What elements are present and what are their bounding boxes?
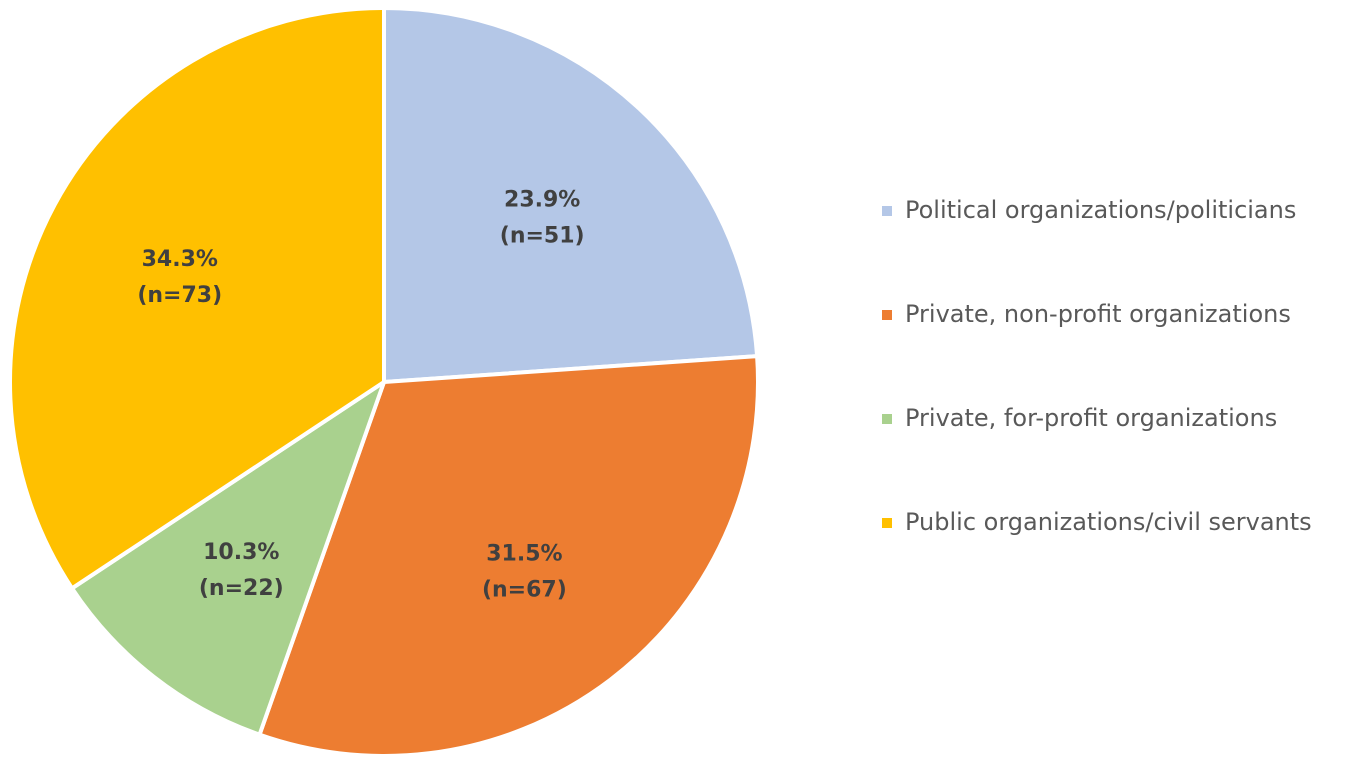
legend-label-non-profit: Private, non-profit organizations xyxy=(905,300,1291,328)
legend-item-political: Political organizations/politicians xyxy=(882,192,1362,296)
legend: Political organizations/politicians Priv… xyxy=(882,192,1362,608)
data-label-percent-political: 23.9% xyxy=(504,187,580,212)
legend-swatch-non-profit xyxy=(882,310,892,320)
pie-slice-political xyxy=(382,6,760,384)
pie-slice-non-profit xyxy=(257,354,760,758)
data-label-percent-public: 34.3% xyxy=(142,247,218,272)
legend-item-for-profit: Private, for-profit organizations xyxy=(882,400,1362,504)
legend-swatch-public xyxy=(882,518,892,528)
pie-slice-public xyxy=(8,6,386,591)
pie-slice-for-profit xyxy=(70,380,386,737)
legend-item-public: Public organizations/civil servants xyxy=(882,504,1362,608)
data-label-count-public: (n=73) xyxy=(137,283,222,308)
legend-label-political: Political organizations/politicians xyxy=(905,196,1297,224)
legend-item-non-profit: Private, non-profit organizations xyxy=(882,296,1362,400)
data-label-count-non-profit: (n=67) xyxy=(482,578,567,603)
pie-data-labels: 23.9% (n=51) 31.5% (n=67) 10.3% (n=22) 34.3% (n… xyxy=(137,187,584,602)
data-label-count-for-profit: (n=22) xyxy=(199,576,284,601)
data-label-count-political: (n=51) xyxy=(500,223,585,248)
legend-label-public: Public organizations/civil servants xyxy=(905,508,1312,536)
legend-label-for-profit: Private, for-profit organizations xyxy=(905,404,1278,432)
data-label-percent-for-profit: 10.3% xyxy=(203,540,279,565)
legend-swatch-for-profit xyxy=(882,414,892,424)
pie-slices xyxy=(8,6,760,758)
data-label-percent-non-profit: 31.5% xyxy=(486,542,562,567)
legend-swatch-political xyxy=(882,206,892,216)
